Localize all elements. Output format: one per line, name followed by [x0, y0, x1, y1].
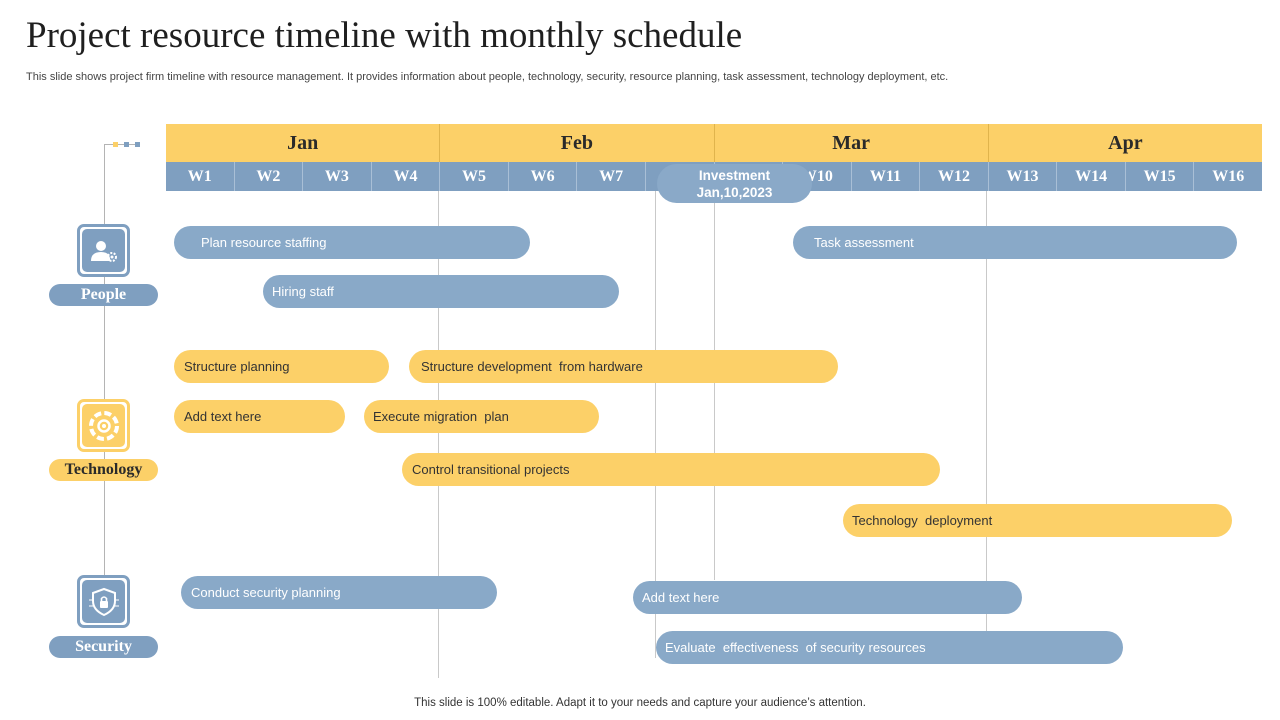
people-gear-icon: [77, 224, 130, 277]
month-header-row: Jan Feb Mar Apr: [166, 124, 1262, 162]
task-label: Control transitional projects: [412, 462, 570, 477]
gear-cycle-icon: [77, 399, 130, 452]
task-bar[interactable]: Structure development from hardware: [409, 350, 838, 383]
week-header: W13: [989, 162, 1058, 191]
gridline-mar: [714, 191, 715, 580]
week-header: W4: [372, 162, 441, 191]
task-label: Structure planning: [184, 359, 290, 374]
milestone-label: Investment: [698, 168, 771, 183]
milestone-date: Jan,10,2023: [696, 185, 773, 200]
task-label: Plan resource staffing: [201, 235, 327, 250]
task-bar[interactable]: Plan resource staffing: [174, 226, 530, 259]
page-footer: This slide is 100% editable. Adapt it to…: [414, 697, 866, 709]
task-label: Structure development from hardware: [421, 359, 643, 374]
task-label: Hiring staff: [272, 284, 334, 299]
task-bar[interactable]: Evaluate effectiveness of security resou…: [656, 631, 1123, 664]
week-header: W3: [303, 162, 372, 191]
task-bar[interactable]: Hiring staff: [263, 275, 619, 308]
month-header: Mar: [715, 124, 989, 162]
week-header: W14: [1057, 162, 1126, 191]
category-label: Security: [49, 636, 158, 658]
investment-milestone: Investment Jan,10,2023: [657, 164, 812, 203]
task-label: Execute migration plan: [373, 409, 509, 424]
spine-dot: [135, 142, 140, 147]
task-bar[interactable]: Task assessment: [793, 226, 1237, 259]
shield-lock-icon: [77, 575, 130, 628]
task-label: Add text here: [184, 409, 262, 424]
task-bar[interactable]: Execute migration plan: [364, 400, 599, 433]
task-bar[interactable]: Structure planning: [174, 350, 389, 383]
spine-dot: [113, 142, 118, 147]
week-header: W1: [166, 162, 235, 191]
page-title: Project resource timeline with monthly s…: [26, 15, 743, 56]
task-bar[interactable]: Technology deployment: [843, 504, 1232, 537]
gridline-feb: [438, 191, 439, 678]
week-header: W16: [1212, 167, 1245, 185]
task-bar[interactable]: Conduct security planning: [181, 576, 497, 609]
month-header: Jan: [166, 124, 441, 162]
month-header: Feb: [440, 124, 715, 162]
week-header: W15: [1126, 162, 1195, 191]
task-label: Task assessment: [814, 235, 914, 250]
week-header: W7: [577, 162, 646, 191]
task-bar[interactable]: Control transitional projects: [402, 453, 940, 486]
gridline-milestone: [655, 191, 656, 658]
week-header: W11: [852, 162, 921, 191]
category-label: Technology: [49, 459, 158, 481]
category-label: People: [49, 284, 158, 306]
week-header: W6: [509, 162, 578, 191]
week-header: W5: [440, 162, 509, 191]
spine-connector: [104, 144, 140, 145]
month-header: Apr: [1108, 131, 1143, 154]
gridline-apr: [986, 191, 987, 631]
task-label: Technology deployment: [852, 513, 993, 528]
task-label: Add text here: [642, 590, 720, 605]
task-bar[interactable]: Add text here: [174, 400, 345, 433]
week-header: W2: [235, 162, 304, 191]
task-bar[interactable]: Add text here: [633, 581, 1022, 614]
category-spine: [104, 144, 105, 576]
week-header: W12: [920, 162, 989, 191]
task-label: Conduct security planning: [191, 585, 341, 600]
page-subtitle: This slide shows project firm timeline w…: [26, 71, 949, 83]
spine-dot: [124, 142, 129, 147]
task-label: Evaluate effectiveness of security resou…: [665, 640, 926, 655]
